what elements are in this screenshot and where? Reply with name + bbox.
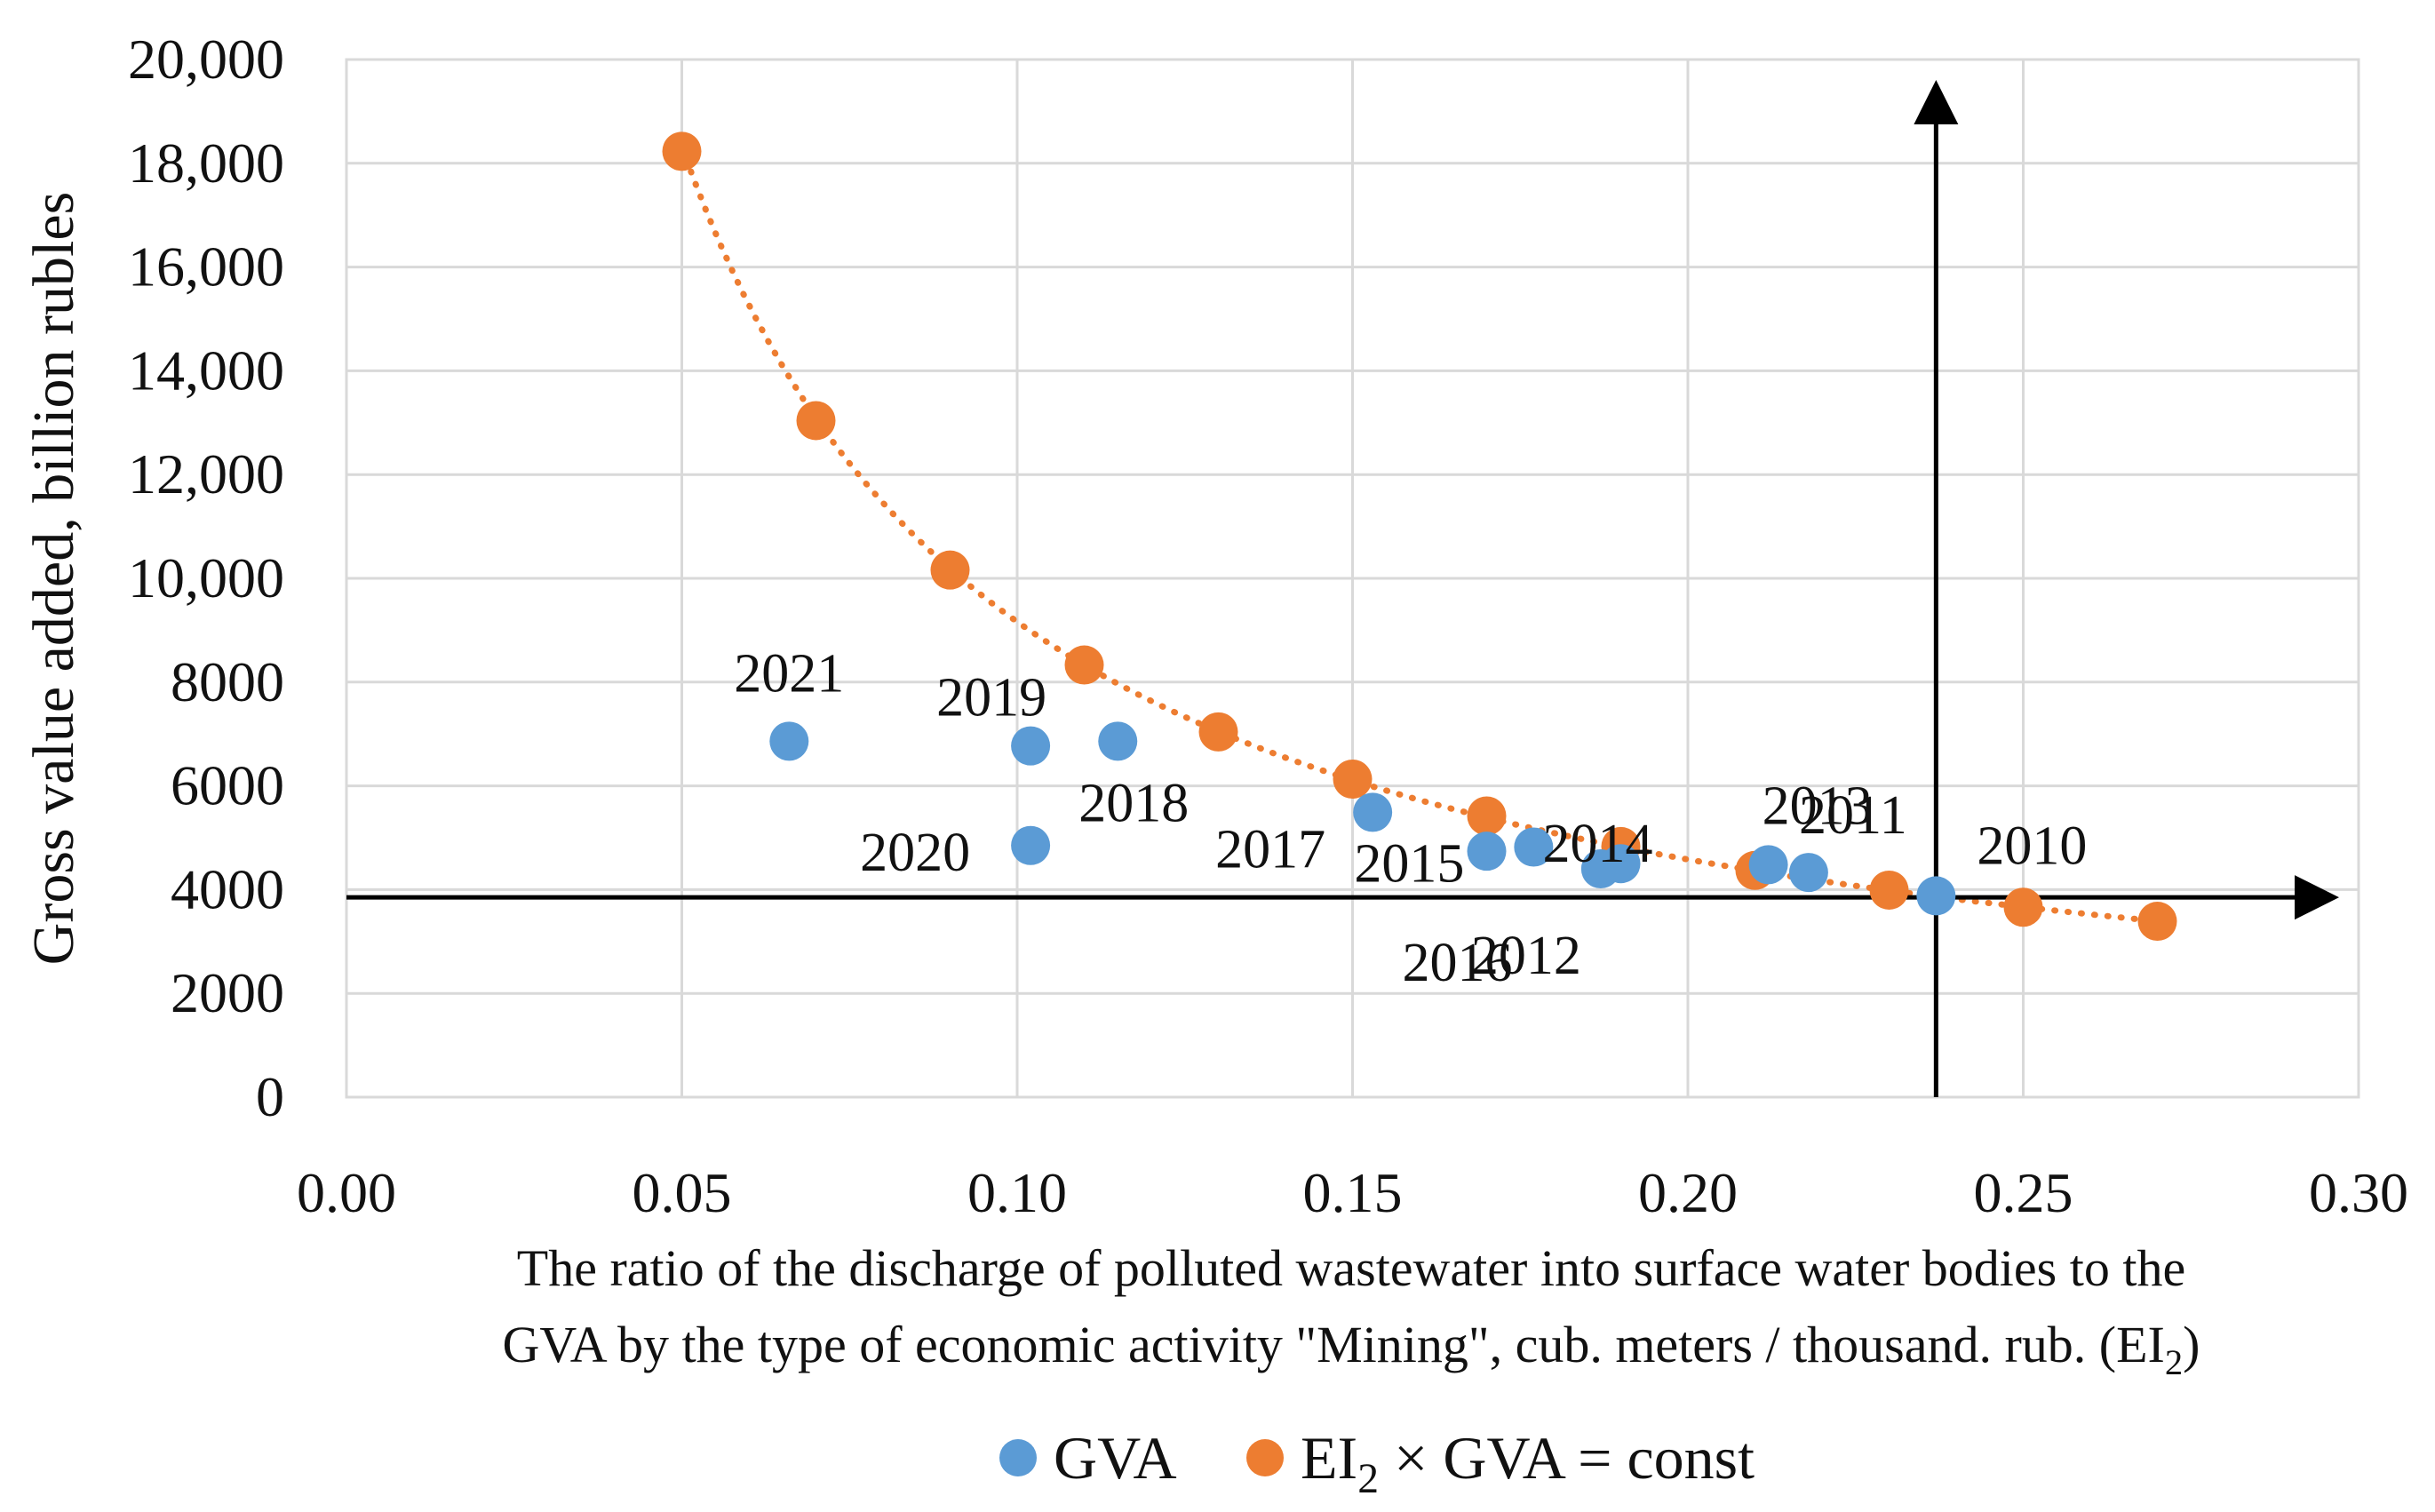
gva-point-2021: [769, 721, 809, 761]
y-tick-label: 12,000: [128, 442, 284, 505]
y-tick-label: 14,000: [128, 338, 284, 402]
gva-point-2020: [1011, 825, 1051, 865]
y-tick-label: 2000: [171, 961, 284, 1024]
const-point: [1064, 645, 1104, 685]
const-point: [2003, 887, 2043, 927]
gva-point-2016: [1467, 832, 1507, 871]
year-labels: 2010 2011 2012 2013 2014 2015 2016 2017 2018 2019…: [734, 643, 2087, 993]
year-label-2013: 2013: [1763, 776, 1873, 836]
gva-point-2017: [1353, 792, 1393, 832]
x-axis-label-line-1: The ratio of the discharge of polluted w…: [517, 1239, 2185, 1297]
legend-label-ei2-const: EI2 × GVA = const: [1301, 1424, 1755, 1502]
year-label-2018: 2018: [1078, 773, 1189, 833]
const-trend-line: [679, 143, 2160, 925]
year-label-2021: 2021: [734, 643, 844, 704]
gva-point-2010: [1916, 876, 1956, 916]
const-point: [662, 131, 702, 171]
year-label-2019: 2019: [936, 668, 1046, 728]
y-tick-label: 8000: [171, 650, 284, 713]
year-label-2017: 2017: [1215, 819, 1325, 879]
year-label-2010: 2010: [1977, 816, 2087, 876]
x-tick-label: 0.30: [2309, 1161, 2408, 1224]
trend-curve: [679, 143, 2160, 925]
x-tick-label: 0.25: [1974, 1161, 2073, 1224]
const-point: [1467, 796, 1507, 836]
const-point: [1198, 712, 1238, 752]
legend-label-gva: GVA: [1054, 1424, 1177, 1492]
x-tick-label: 0.00: [297, 1161, 396, 1224]
legend-marker-gva: [999, 1439, 1037, 1476]
legend: GVA EI2 × GVA = const: [999, 1424, 1755, 1502]
const-point: [796, 401, 836, 441]
x-axis-label-line-2: GVA by the type of economic activity "Mi…: [503, 1316, 2200, 1382]
const-point: [1333, 760, 1373, 800]
x-tick-label: 0.15: [1303, 1161, 1403, 1224]
year-label-2020: 2020: [860, 823, 970, 883]
x-tick-label: 0.05: [633, 1161, 732, 1224]
gva-point-2018: [1098, 721, 1138, 761]
year-label-2011: 2011: [1799, 785, 1907, 846]
reference-axes: [346, 80, 2339, 1097]
gva-point-2014: [1601, 844, 1641, 884]
year-label-2014: 2014: [1543, 814, 1653, 874]
data-markers: [662, 131, 2177, 942]
const-point: [930, 550, 970, 590]
y-tick-label: 18,000: [128, 131, 284, 195]
y-tick-label: 0: [256, 1065, 284, 1128]
const-point: [1869, 870, 1909, 910]
const-point: [2137, 902, 2177, 942]
legend-marker-ei2-const: [1246, 1439, 1284, 1476]
y-tick-label: 20,000: [128, 28, 284, 91]
y-axis-label: Gross value added, billion rubles: [21, 192, 86, 966]
year-label-2016: 2016: [1403, 933, 1513, 993]
y-tick-label: 10,000: [128, 546, 284, 609]
x-tick-label: 0.10: [967, 1161, 1067, 1224]
x-tick-label: 0.20: [1638, 1161, 1738, 1224]
year-label-2015: 2015: [1354, 834, 1464, 895]
gva-point-2019: [1011, 726, 1051, 766]
y-tick-label: 6000: [171, 754, 284, 817]
gva-point-2015: [1514, 827, 1554, 867]
y-tick-label: 16,000: [128, 235, 284, 298]
x-axis-tick-labels: 0.00 0.05 0.10 0.15 0.20 0.25 0.30: [297, 1161, 2408, 1224]
y-axis-tick-labels: 0 2000 4000 6000 8000 10,000 12,000 14,000 16,00…: [128, 28, 284, 1128]
gva-point-2011: [1788, 853, 1828, 893]
y-tick-label: 4000: [171, 857, 284, 920]
year-label-2012: 2012: [1471, 926, 1581, 986]
gva-point-2013: [1748, 845, 1788, 885]
